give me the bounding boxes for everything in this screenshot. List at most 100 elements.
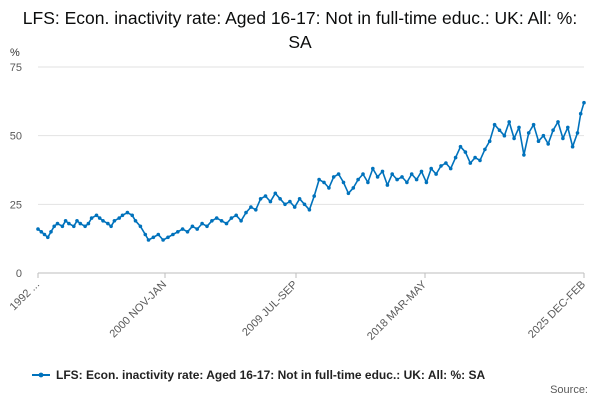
data-point[interactable]: [263, 194, 268, 198]
data-point[interactable]: [312, 194, 317, 198]
data-point[interactable]: [176, 230, 180, 234]
data-point[interactable]: [249, 205, 253, 209]
data-point[interactable]: [106, 221, 110, 226]
data-point[interactable]: [473, 155, 477, 160]
data-point[interactable]: [561, 136, 565, 141]
data-point[interactable]: [541, 133, 546, 138]
data-point[interactable]: [361, 172, 365, 176]
data-point[interactable]: [138, 224, 143, 229]
data-point[interactable]: [67, 221, 71, 226]
data-point[interactable]: [224, 221, 229, 226]
data-point[interactable]: [195, 227, 199, 231]
data-point[interactable]: [112, 219, 117, 223]
data-point[interactable]: [307, 208, 312, 212]
data-point[interactable]: [205, 224, 209, 229]
data-point[interactable]: [190, 224, 195, 229]
data-point[interactable]: [570, 144, 575, 149]
data-point[interactable]: [483, 147, 487, 152]
data-point[interactable]: [268, 199, 273, 204]
data-point[interactable]: [156, 232, 161, 237]
data-point[interactable]: [322, 180, 326, 185]
data-point[interactable]: [405, 180, 409, 185]
data-point[interactable]: [292, 205, 297, 209]
data-point[interactable]: [536, 139, 541, 143]
data-point[interactable]: [478, 158, 482, 163]
data-point[interactable]: [75, 219, 79, 223]
data-point[interactable]: [356, 177, 360, 182]
data-point[interactable]: [302, 202, 307, 207]
data-point[interactable]: [424, 180, 429, 185]
data-point[interactable]: [468, 161, 473, 165]
data-point[interactable]: [556, 120, 560, 124]
data-point[interactable]: [171, 232, 175, 237]
data-point[interactable]: [385, 183, 390, 187]
data-point[interactable]: [86, 221, 91, 226]
data-point[interactable]: [200, 221, 204, 226]
data-point[interactable]: [125, 210, 130, 215]
data-point[interactable]: [55, 221, 60, 226]
data-point[interactable]: [36, 227, 40, 231]
data-point[interactable]: [78, 221, 83, 226]
data-point[interactable]: [390, 172, 395, 176]
data-point[interactable]: [214, 216, 219, 220]
data-point[interactable]: [166, 235, 170, 240]
data-point[interactable]: [578, 111, 583, 116]
data-point[interactable]: [219, 219, 224, 223]
data-point[interactable]: [254, 208, 258, 212]
data-point[interactable]: [72, 224, 76, 229]
data-point[interactable]: [512, 136, 516, 141]
data-point[interactable]: [180, 227, 185, 231]
data-point[interactable]: [288, 199, 292, 204]
data-point[interactable]: [531, 122, 536, 127]
data-point[interactable]: [434, 172, 438, 176]
data-point[interactable]: [419, 169, 424, 174]
data-point[interactable]: [341, 180, 346, 185]
data-point[interactable]: [444, 161, 448, 165]
data-point[interactable]: [507, 120, 512, 124]
data-point[interactable]: [366, 180, 370, 185]
data-point[interactable]: [60, 224, 65, 229]
data-point[interactable]: [380, 169, 385, 174]
data-point[interactable]: [395, 177, 399, 182]
data-point[interactable]: [551, 128, 555, 132]
data-point[interactable]: [297, 197, 302, 201]
data-point[interactable]: [229, 216, 234, 220]
data-point[interactable]: [63, 219, 68, 223]
data-point[interactable]: [283, 202, 287, 207]
data-point[interactable]: [336, 172, 341, 176]
data-point[interactable]: [89, 216, 94, 220]
data-point[interactable]: [497, 128, 502, 132]
data-point[interactable]: [117, 216, 121, 220]
data-point[interactable]: [151, 235, 156, 240]
data-point[interactable]: [273, 191, 278, 196]
legend[interactable]: LFS: Econ. inactivity rate: Aged 16-17: …: [32, 368, 485, 382]
data-point[interactable]: [546, 142, 550, 146]
data-point[interactable]: [42, 232, 47, 237]
data-point[interactable]: [414, 177, 419, 182]
data-point[interactable]: [52, 224, 56, 229]
data-point[interactable]: [346, 191, 351, 196]
data-point[interactable]: [210, 219, 214, 223]
data-point[interactable]: [582, 100, 586, 105]
data-point[interactable]: [130, 213, 134, 218]
data-point[interactable]: [146, 238, 151, 242]
data-point[interactable]: [120, 213, 125, 218]
data-point[interactable]: [101, 219, 105, 223]
data-point[interactable]: [327, 186, 331, 190]
data-point[interactable]: [375, 175, 380, 179]
data-point[interactable]: [317, 177, 321, 182]
data-point[interactable]: [517, 125, 521, 130]
data-point[interactable]: [46, 235, 50, 240]
data-point[interactable]: [502, 133, 507, 138]
data-point[interactable]: [39, 230, 44, 234]
data-point[interactable]: [429, 166, 434, 171]
data-point[interactable]: [234, 213, 238, 218]
data-point[interactable]: [97, 216, 102, 220]
data-point[interactable]: [526, 131, 531, 135]
data-point[interactable]: [185, 230, 190, 234]
data-point[interactable]: [522, 153, 526, 157]
source-label[interactable]: Source:: [550, 384, 588, 396]
data-point[interactable]: [258, 197, 263, 201]
data-point[interactable]: [331, 175, 336, 179]
data-point[interactable]: [575, 131, 580, 135]
